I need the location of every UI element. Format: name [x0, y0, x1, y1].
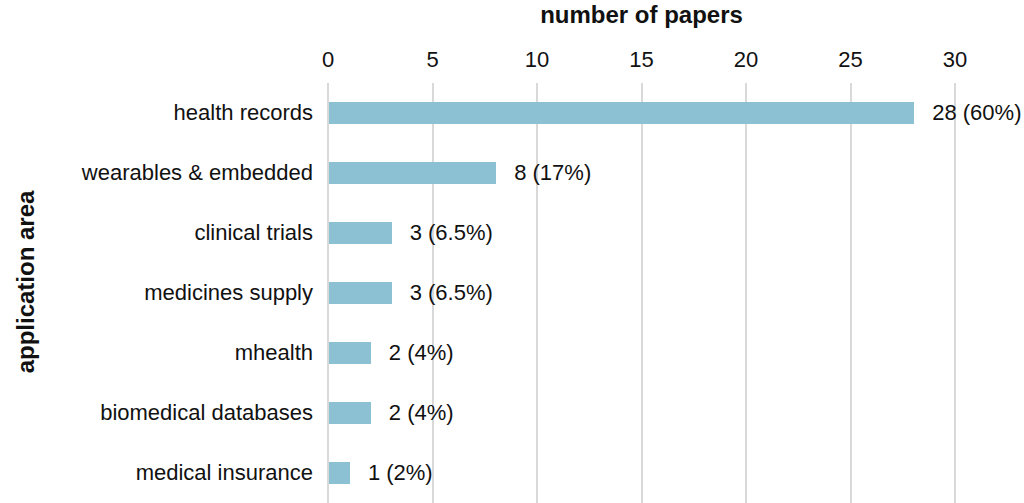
- x-axis-tick-labels: 051015202530: [328, 46, 955, 76]
- category-label: mhealth: [0, 323, 313, 383]
- category-label: biomedical databases: [0, 383, 313, 443]
- x-axis-tick-label: 30: [923, 46, 987, 74]
- bar: [329, 102, 914, 124]
- x-axis-tick-label: 10: [505, 46, 569, 74]
- category-label: medical insurance: [0, 443, 313, 503]
- x-axis-tick-label: 25: [819, 46, 883, 74]
- bar-value-label: 2 (4%): [389, 383, 454, 443]
- bar-row: 8 (17%): [329, 143, 1024, 203]
- bar-row: 3 (6.5%): [329, 203, 1024, 263]
- bar-value-label: 2 (4%): [389, 323, 454, 383]
- bar-row: 2 (4%): [329, 383, 1024, 443]
- category-axis-labels: health recordswearables & embeddedclinic…: [0, 83, 313, 503]
- plot-area: 28 (60%)8 (17%)3 (6.5%)3 (6.5%)2 (4%)2 (…: [329, 83, 1024, 503]
- bar: [329, 462, 350, 484]
- bar-row: 2 (4%): [329, 323, 1024, 383]
- x-axis-title: number of papers: [328, 0, 955, 30]
- bar: [329, 342, 371, 364]
- bar-row: 3 (6.5%): [329, 263, 1024, 323]
- bar-value-label: 3 (6.5%): [410, 263, 493, 323]
- x-axis-tick-label: 5: [401, 46, 465, 74]
- bar-row: 28 (60%): [329, 83, 1024, 143]
- bar: [329, 402, 371, 424]
- bar: [329, 282, 392, 304]
- x-axis-tick-label: 15: [610, 46, 674, 74]
- bar-value-label: 3 (6.5%): [410, 203, 493, 263]
- category-label: medicines supply: [0, 263, 313, 323]
- bar: [329, 222, 392, 244]
- bar-value-label: 8 (17%): [514, 143, 591, 203]
- x-axis-tick-label: 0: [296, 46, 360, 74]
- category-label: health records: [0, 83, 313, 143]
- bar-row: 1 (2%): [329, 443, 1024, 503]
- category-label: wearables & embedded: [0, 143, 313, 203]
- bar: [329, 162, 496, 184]
- bar-value-label: 1 (2%): [368, 443, 433, 503]
- x-axis-tick-label: 20: [714, 46, 778, 74]
- horizontal-bar-chart: number of papers application area 051015…: [0, 0, 1024, 503]
- bar-value-label: 28 (60%): [932, 83, 1021, 143]
- category-label: clinical trials: [0, 203, 313, 263]
